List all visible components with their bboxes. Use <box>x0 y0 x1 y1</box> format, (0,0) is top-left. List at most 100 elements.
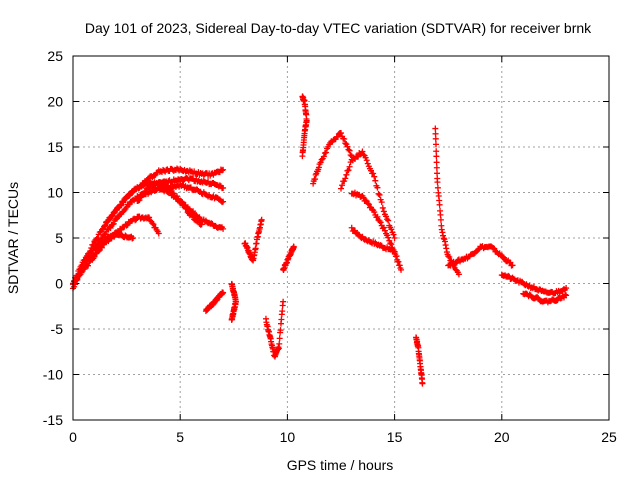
data-point <box>380 224 387 231</box>
data-point <box>378 199 385 206</box>
data-point <box>228 316 235 323</box>
data-point <box>433 159 440 166</box>
series-seg-13-15 <box>338 148 398 241</box>
series-seg-13-14 <box>348 224 398 255</box>
data-point <box>220 166 227 173</box>
data-point <box>445 253 452 260</box>
data-point <box>101 223 108 230</box>
data-point <box>436 201 443 208</box>
data-point <box>377 219 384 226</box>
series-seg-18-20 <box>445 243 516 269</box>
data-point <box>108 213 115 220</box>
data-point <box>140 191 147 198</box>
data-point <box>345 167 352 174</box>
data-point <box>220 225 227 232</box>
plot-frame <box>72 55 610 421</box>
data-point <box>385 234 392 241</box>
data-point <box>391 235 398 241</box>
data-point <box>379 204 386 211</box>
chart-title: Day 101 of 2023, Sidereal Day-to-day VTE… <box>85 20 592 36</box>
data-point <box>299 153 306 160</box>
data-point <box>351 227 358 234</box>
series-seg-17-18 <box>432 125 462 278</box>
data-point <box>370 170 377 177</box>
data-point <box>346 147 353 154</box>
x-axis-ticks: 0 5 10 15 20 25 <box>69 56 617 445</box>
data-point <box>433 164 440 171</box>
data-point <box>317 159 324 166</box>
data-point <box>433 153 440 160</box>
data-point <box>359 148 366 155</box>
x-tick-label: 25 <box>601 429 617 445</box>
series-seg-12-13 <box>310 129 355 187</box>
data-point <box>348 224 355 231</box>
data-point <box>345 146 352 153</box>
data-point <box>276 340 283 347</box>
data-point <box>388 226 395 233</box>
data-point <box>455 271 462 278</box>
data-point <box>432 141 439 148</box>
data-point <box>146 214 153 221</box>
data-point <box>343 171 350 178</box>
data-point <box>85 262 92 269</box>
data-point <box>110 220 117 227</box>
series-arc-b <box>70 180 227 292</box>
data-point <box>344 167 351 174</box>
data-point <box>371 209 378 216</box>
data-point <box>182 201 189 208</box>
data-point <box>475 246 482 253</box>
data-point <box>362 197 369 204</box>
data-point <box>109 221 116 228</box>
y-tick-label: 25 <box>47 48 63 64</box>
data-point <box>446 254 453 261</box>
data-point <box>387 240 394 247</box>
series-arc-e <box>87 231 137 263</box>
x-axis-label: GPS time / hours <box>287 457 394 473</box>
data-point <box>375 190 382 197</box>
data-point <box>143 178 150 185</box>
series-arc-c <box>70 213 162 288</box>
data-point <box>380 208 387 215</box>
data-point <box>322 149 329 156</box>
data-point <box>398 266 405 273</box>
data-point <box>276 335 283 342</box>
series-seg-7-5 <box>228 280 239 323</box>
series-seg-16 <box>413 334 426 387</box>
data-point <box>383 213 390 220</box>
y-tick-label: 15 <box>47 139 63 155</box>
data-point <box>178 198 185 205</box>
data-point <box>341 135 348 142</box>
data-point <box>385 217 392 224</box>
y-tick-label: 10 <box>47 185 63 201</box>
data-point <box>290 244 297 251</box>
series-seg-20-23 <box>498 272 570 297</box>
y-tick-label: 20 <box>47 94 63 110</box>
data-point <box>342 175 349 182</box>
data-point <box>94 246 101 253</box>
data-point <box>344 143 351 150</box>
data-point <box>562 291 569 298</box>
x-tick-label: 5 <box>176 429 184 445</box>
data-point <box>278 316 285 323</box>
x-tick-label: 10 <box>280 429 296 445</box>
data-point <box>258 216 265 223</box>
data-point <box>93 236 100 243</box>
series-arc-g <box>155 184 227 232</box>
data-point <box>391 248 398 255</box>
series-arc-d <box>102 165 227 229</box>
data-point <box>155 230 162 237</box>
data-series <box>70 93 570 387</box>
data-point <box>434 179 441 186</box>
data-point <box>338 130 344 137</box>
data-point <box>390 231 397 238</box>
y-axis-ticks: -15 -10 -5 0 5 10 15 20 25 <box>43 48 609 428</box>
data-point <box>130 235 137 241</box>
data-point <box>365 201 372 208</box>
data-point <box>437 216 444 223</box>
data-point <box>434 170 441 177</box>
series-seg-9-5 <box>262 298 287 360</box>
data-point <box>92 250 99 257</box>
data-point <box>432 125 439 132</box>
data-point <box>432 135 439 142</box>
